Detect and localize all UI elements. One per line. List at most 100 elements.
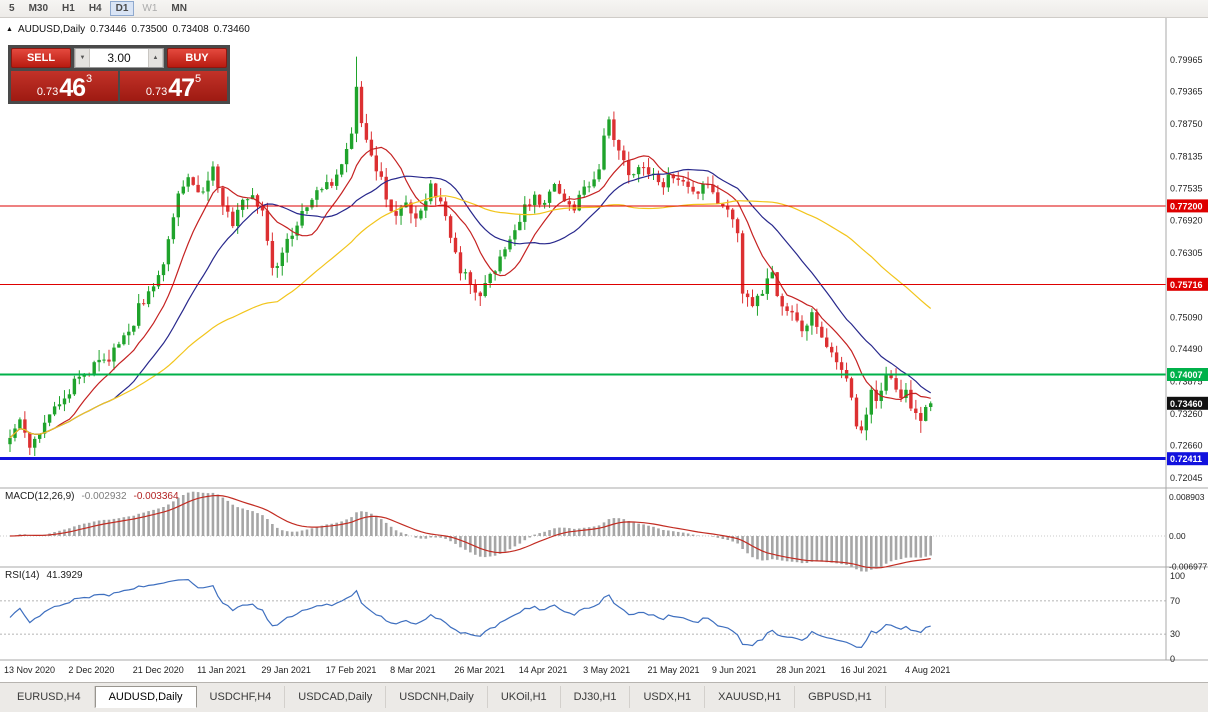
chevron-down-icon: ▼ (79, 55, 86, 61)
buy-price-base: 0.73 (145, 86, 168, 98)
svg-text:8 Mar 2021: 8 Mar 2021 (390, 665, 436, 675)
buy-button[interactable]: BUY (167, 48, 227, 68)
candles-group (8, 56, 933, 456)
macd-value-1: -0.002932 (81, 491, 127, 502)
timeframe-button-m30[interactable]: M30 (23, 1, 54, 16)
timeframe-button-5[interactable]: 5 (3, 1, 21, 16)
tab-ukoil-h1[interactable]: UKOil,H1 (488, 686, 561, 708)
tab-dj30-h1[interactable]: DJ30,H1 (561, 686, 631, 708)
tab-usdchf-h4[interactable]: USDCHF,H4 (197, 686, 286, 708)
svg-text:0.008903: 0.008903 (1169, 492, 1205, 502)
buy-price-display[interactable]: 0.73 47 5 (120, 71, 227, 101)
buy-price-pips: 47 (168, 74, 195, 102)
sell-price-pips: 46 (59, 74, 86, 102)
macd-pane: 0.008903 0.00 -0.006977 (0, 491, 1208, 572)
volume-input[interactable]: 3.00 (107, 51, 131, 65)
time-axis[interactable]: 13 Nov 2020 2 Dec 2020 21 Dec 2020 11 Jan 2… (4, 665, 950, 675)
svg-text:16 Jul 2021: 16 Jul 2021 (841, 665, 888, 675)
trade-prices-row: 0.73 46 3 0.73 47 5 (11, 71, 227, 101)
sell-price-point: 3 (86, 73, 93, 85)
svg-text:0.72045: 0.72045 (1170, 473, 1203, 483)
chart-window[interactable]: 0.79965 0.79365 0.78750 0.78135 0.77535 0.769… (0, 18, 1208, 682)
svg-text:0.77200: 0.77200 (1170, 201, 1203, 211)
macd-value-2: -0.003364 (133, 491, 179, 502)
svg-text:28 Jun 2021: 28 Jun 2021 (776, 665, 826, 675)
chart-tab-bar: EURUSD,H4 AUDUSD,Daily USDCHF,H4 USDCAD,Dai… (0, 682, 1208, 712)
svg-text:4 Aug 2021: 4 Aug 2021 (905, 665, 951, 675)
svg-text:29 Jan 2021: 29 Jan 2021 (261, 665, 311, 675)
rsi-pane-header: RSI(14) 41.3929 (5, 570, 83, 581)
sell-price-display[interactable]: 0.73 46 3 (11, 71, 118, 101)
volume-control: ▼ 3.00 ▲ (74, 48, 164, 68)
tab-usdcnh-daily[interactable]: USDCNH,Daily (386, 686, 488, 708)
quote-high: 0.73500 (131, 24, 168, 35)
svg-text:21 May 2021: 21 May 2021 (648, 665, 700, 675)
svg-text:0.73460: 0.73460 (1170, 399, 1203, 409)
svg-text:-0.006977: -0.006977 (1169, 562, 1208, 572)
rsi-value: 41.3929 (46, 570, 83, 581)
timeframe-button-w1[interactable]: W1 (136, 1, 163, 16)
chart-icon: ▲ (6, 25, 13, 33)
svg-text:0.72411: 0.72411 (1170, 454, 1202, 464)
svg-text:14 Apr 2021: 14 Apr 2021 (519, 665, 568, 675)
rsi-pane: 100 70 30 0 (0, 571, 1185, 664)
rsi-line (9, 578, 931, 649)
tab-eurusd-h4[interactable]: EURUSD,H4 (4, 686, 95, 708)
svg-text:13 Nov 2020: 13 Nov 2020 (4, 665, 55, 675)
tab-audusd-daily[interactable]: AUDUSD,Daily (94, 686, 197, 708)
svg-text:0.79965: 0.79965 (1170, 55, 1203, 65)
ma-mid-line (9, 168, 932, 439)
svg-text:11 Jan 2021: 11 Jan 2021 (197, 665, 246, 675)
svg-text:0.75090: 0.75090 (1170, 312, 1203, 322)
svg-text:30: 30 (1170, 629, 1180, 639)
volume-increase-button[interactable]: ▲ (148, 49, 163, 67)
svg-text:0.77535: 0.77535 (1170, 183, 1203, 193)
svg-text:0.74490: 0.74490 (1170, 344, 1203, 354)
svg-text:21 Dec 2020: 21 Dec 2020 (133, 665, 184, 675)
tab-xauusd-h1[interactable]: XAUUSD,H1 (705, 686, 796, 708)
svg-text:0: 0 (1170, 654, 1175, 664)
buy-price-point: 5 (195, 73, 202, 85)
svg-text:0.00: 0.00 (1169, 531, 1186, 541)
svg-text:0.73875: 0.73875 (1170, 376, 1203, 386)
timeframe-button-h1[interactable]: H1 (56, 1, 81, 16)
tab-gbpusd-h1[interactable]: GBPUSD,H1 (795, 686, 886, 708)
svg-text:100: 100 (1170, 571, 1185, 581)
quote-close: 0.73460 (213, 24, 250, 35)
quote-open: 0.73446 (90, 24, 127, 35)
svg-text:26 Mar 2021: 26 Mar 2021 (454, 665, 505, 675)
svg-text:70: 70 (1170, 596, 1180, 606)
svg-text:0.73260: 0.73260 (1170, 409, 1203, 419)
timeframe-button-h4[interactable]: H4 (83, 1, 108, 16)
ma-fast-line (9, 146, 931, 439)
price-chart-svg[interactable]: 0.79965 0.79365 0.78750 0.78135 0.77535 0.769… (0, 18, 1208, 682)
svg-text:9 Jun 2021: 9 Jun 2021 (712, 665, 757, 675)
macd-signal-line (9, 494, 931, 569)
ma-slow-line (9, 195, 932, 439)
svg-text:0.79365: 0.79365 (1170, 87, 1203, 97)
price-axis[interactable]: 0.79965 0.79365 0.78750 0.78135 0.77535 0.769… (1167, 55, 1208, 483)
quote-low: 0.73408 (172, 24, 209, 35)
svg-text:2 Dec 2020: 2 Dec 2020 (68, 665, 114, 675)
timeframe-button-d1[interactable]: D1 (109, 1, 135, 16)
timeframe-toolbar: 5 M30 H1 H4 D1 W1 MN (0, 0, 1208, 18)
tab-usdcad-daily[interactable]: USDCAD,Daily (285, 686, 387, 708)
svg-text:0.78135: 0.78135 (1170, 152, 1203, 162)
tab-usdx-h1[interactable]: USDX,H1 (630, 686, 706, 708)
trade-buttons-row: SELL ▼ 3.00 ▲ BUY (11, 48, 227, 68)
svg-text:0.72660: 0.72660 (1170, 441, 1203, 451)
macd-label: MACD(12,26,9) (5, 491, 75, 502)
svg-text:0.75716: 0.75716 (1170, 280, 1203, 290)
horizontal-lines-group (0, 205, 1166, 461)
sell-button[interactable]: SELL (11, 48, 71, 68)
timeframe-button-mn[interactable]: MN (165, 1, 193, 16)
svg-text:17 Feb 2021: 17 Feb 2021 (326, 665, 377, 675)
one-click-trading-panel: SELL ▼ 3.00 ▲ BUY 0.73 46 3 0.73 47 5 (8, 45, 230, 104)
chart-symbol: AUDUSD,Daily (17, 24, 86, 35)
chevron-up-icon: ▲ (152, 55, 159, 61)
volume-decrease-button[interactable]: ▼ (75, 49, 90, 67)
chart-header: ▲ AUDUSD,Daily 0.73446 0.73500 0.73408 0… (6, 24, 250, 35)
svg-text:0.76920: 0.76920 (1170, 216, 1203, 226)
rsi-label: RSI(14) (5, 570, 40, 581)
macd-pane-header: MACD(12,26,9) -0.002932 -0.003364 (5, 491, 179, 502)
